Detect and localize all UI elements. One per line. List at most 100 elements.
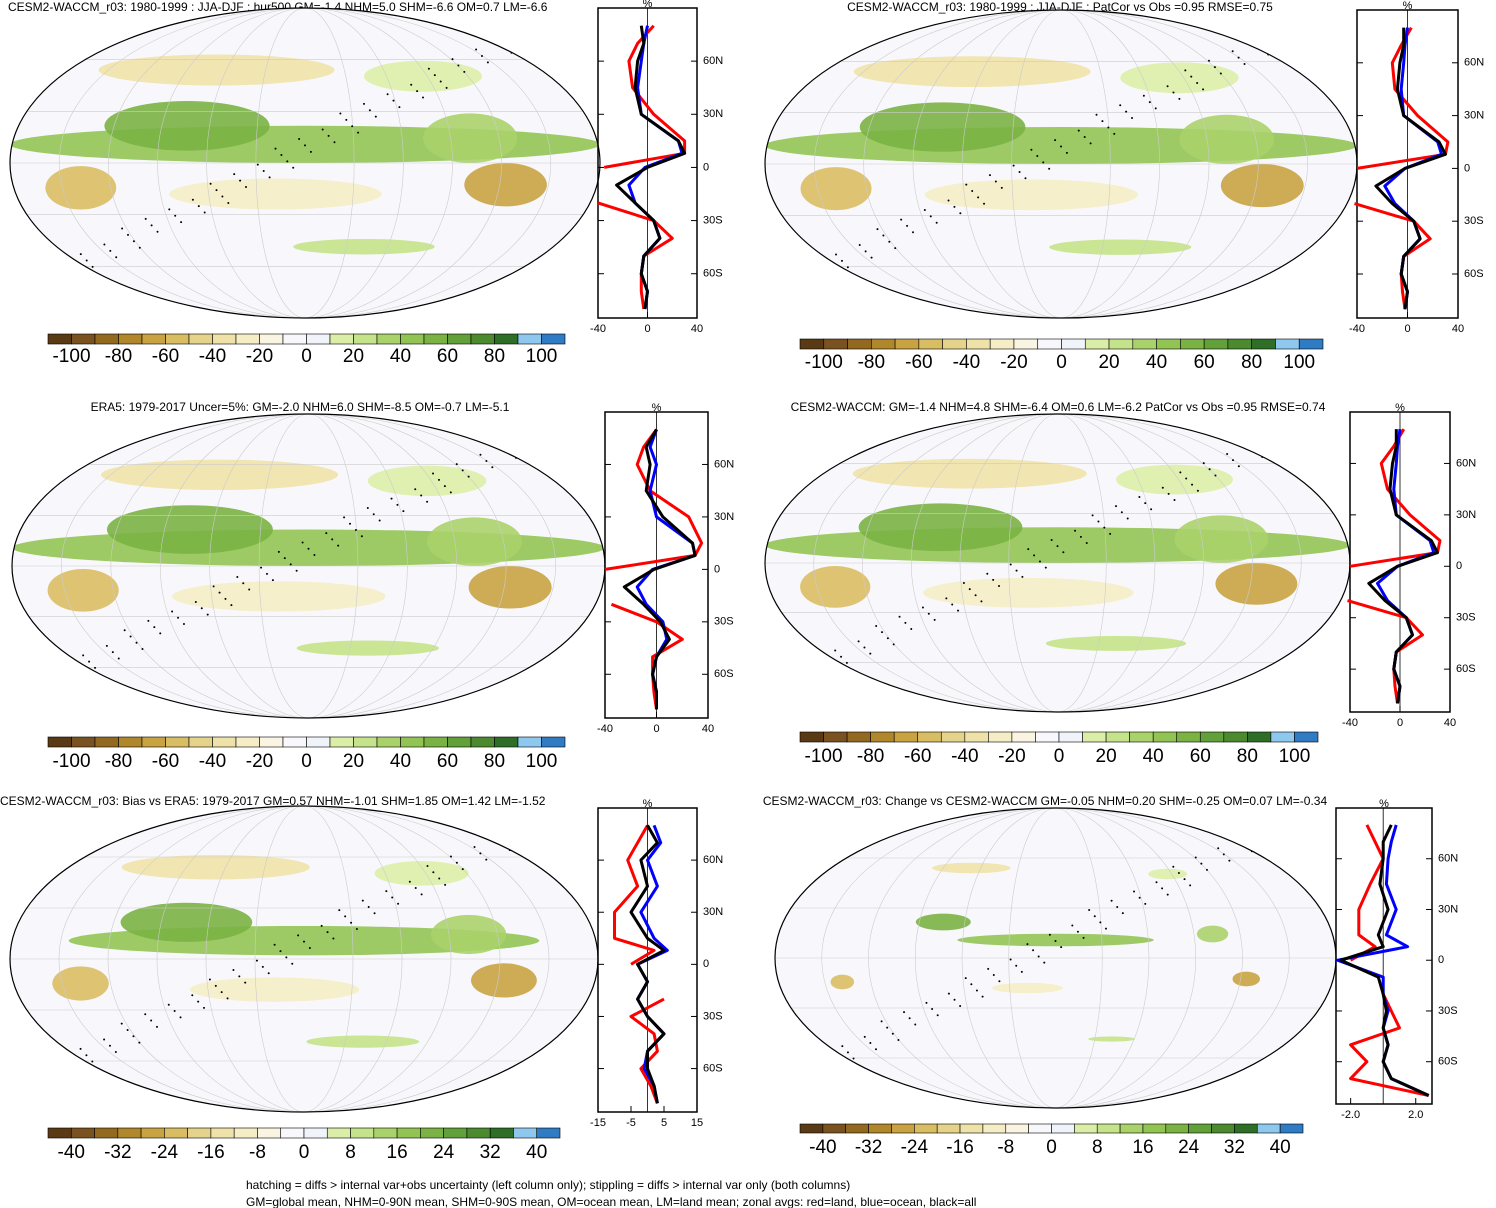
map-outline xyxy=(9,7,601,319)
colorbar-box xyxy=(513,1127,538,1139)
stipple xyxy=(516,22,519,25)
stipple xyxy=(361,899,364,902)
stipple xyxy=(463,70,466,73)
colorbar-box xyxy=(70,1127,95,1139)
stipple xyxy=(799,680,802,683)
stipple xyxy=(869,652,872,655)
stipple xyxy=(414,887,417,890)
stipple xyxy=(1154,107,1157,110)
stipple xyxy=(277,550,280,553)
stipple xyxy=(179,1016,182,1019)
colorbar-box xyxy=(494,736,519,748)
colorbar-label: 60 xyxy=(1194,352,1215,373)
colorbar-box xyxy=(165,333,190,345)
colorbar-box xyxy=(235,333,260,345)
colorbar-box xyxy=(396,1127,421,1139)
stipple xyxy=(486,61,489,64)
field-blob xyxy=(800,565,871,608)
stipple xyxy=(433,74,436,77)
stipple xyxy=(50,1085,53,1088)
stipple xyxy=(138,246,141,249)
stipple xyxy=(414,488,417,491)
stipple xyxy=(147,619,150,622)
colorbar-label: 60 xyxy=(1190,746,1211,767)
stipple xyxy=(283,557,286,560)
stipple xyxy=(1000,186,1003,189)
colorbar-box xyxy=(1096,1123,1121,1134)
meridian xyxy=(961,808,1150,1108)
colorbar-box xyxy=(1298,338,1324,350)
colorbar-box xyxy=(845,1123,869,1134)
colorbar-box xyxy=(1051,1123,1075,1134)
field-blob xyxy=(922,577,1134,608)
stipple xyxy=(957,609,960,612)
field-blob xyxy=(296,640,439,656)
stipple xyxy=(1166,893,1169,896)
stipple xyxy=(841,1045,844,1048)
stipple xyxy=(1343,704,1346,707)
stipple xyxy=(829,282,832,285)
stipple xyxy=(1125,110,1128,113)
stipple xyxy=(239,179,242,182)
stipple xyxy=(1097,520,1100,523)
y-tick-label: 60N xyxy=(1438,853,1458,865)
stipple xyxy=(840,655,843,658)
stipple xyxy=(1290,825,1293,828)
stipple xyxy=(432,472,435,475)
stipple xyxy=(986,572,989,575)
stipple xyxy=(968,588,971,591)
stipple xyxy=(775,294,778,297)
stipple xyxy=(557,307,560,310)
meridian xyxy=(914,808,1197,1108)
stipple xyxy=(182,622,185,625)
stipple xyxy=(951,603,954,606)
field-blob xyxy=(121,854,310,880)
stipple xyxy=(360,535,363,538)
colorbar-box xyxy=(1129,731,1154,743)
colorbar-label: 20 xyxy=(343,346,364,367)
stipple xyxy=(391,896,394,899)
colorbar-box xyxy=(1119,1123,1144,1134)
stipple xyxy=(351,125,354,128)
stipple xyxy=(111,651,114,654)
colorbar-box xyxy=(329,333,354,345)
colorbar-box xyxy=(1165,1123,1189,1134)
stipple xyxy=(807,1076,810,1079)
colorbar-box xyxy=(1105,731,1130,743)
stipple xyxy=(1196,489,1199,492)
colorbar-box xyxy=(282,333,307,345)
stipple xyxy=(28,701,31,704)
stipple xyxy=(587,304,590,307)
stipple xyxy=(1131,116,1134,119)
colorbar-label: -20 xyxy=(246,346,273,367)
field-blob xyxy=(1045,636,1187,651)
field-blob xyxy=(293,238,435,255)
stipple xyxy=(451,58,454,61)
stipple xyxy=(1284,37,1287,40)
stipple xyxy=(427,67,430,70)
y-tick-label: 60N xyxy=(703,854,723,866)
stipple xyxy=(1173,499,1176,502)
stipple xyxy=(1142,94,1145,97)
unit-label: % xyxy=(1403,0,1413,12)
stipple xyxy=(992,974,995,977)
stipple xyxy=(68,275,70,278)
colorbar-box xyxy=(423,736,448,748)
stipple xyxy=(1116,905,1119,908)
stipple xyxy=(333,141,336,144)
zonal-line xyxy=(615,25,687,310)
stipple xyxy=(509,450,512,453)
stipple xyxy=(900,218,903,221)
colorbar-box xyxy=(373,1127,398,1139)
stipple xyxy=(959,1004,962,1007)
stipple xyxy=(817,269,820,272)
y-tick-label: 30S xyxy=(703,1010,723,1022)
stipple xyxy=(769,288,772,291)
stipple xyxy=(85,1054,88,1057)
field-blob xyxy=(367,465,487,497)
meridian xyxy=(863,10,1259,318)
stipple xyxy=(367,905,370,908)
stipple xyxy=(945,597,948,600)
stipple xyxy=(1239,837,1242,840)
